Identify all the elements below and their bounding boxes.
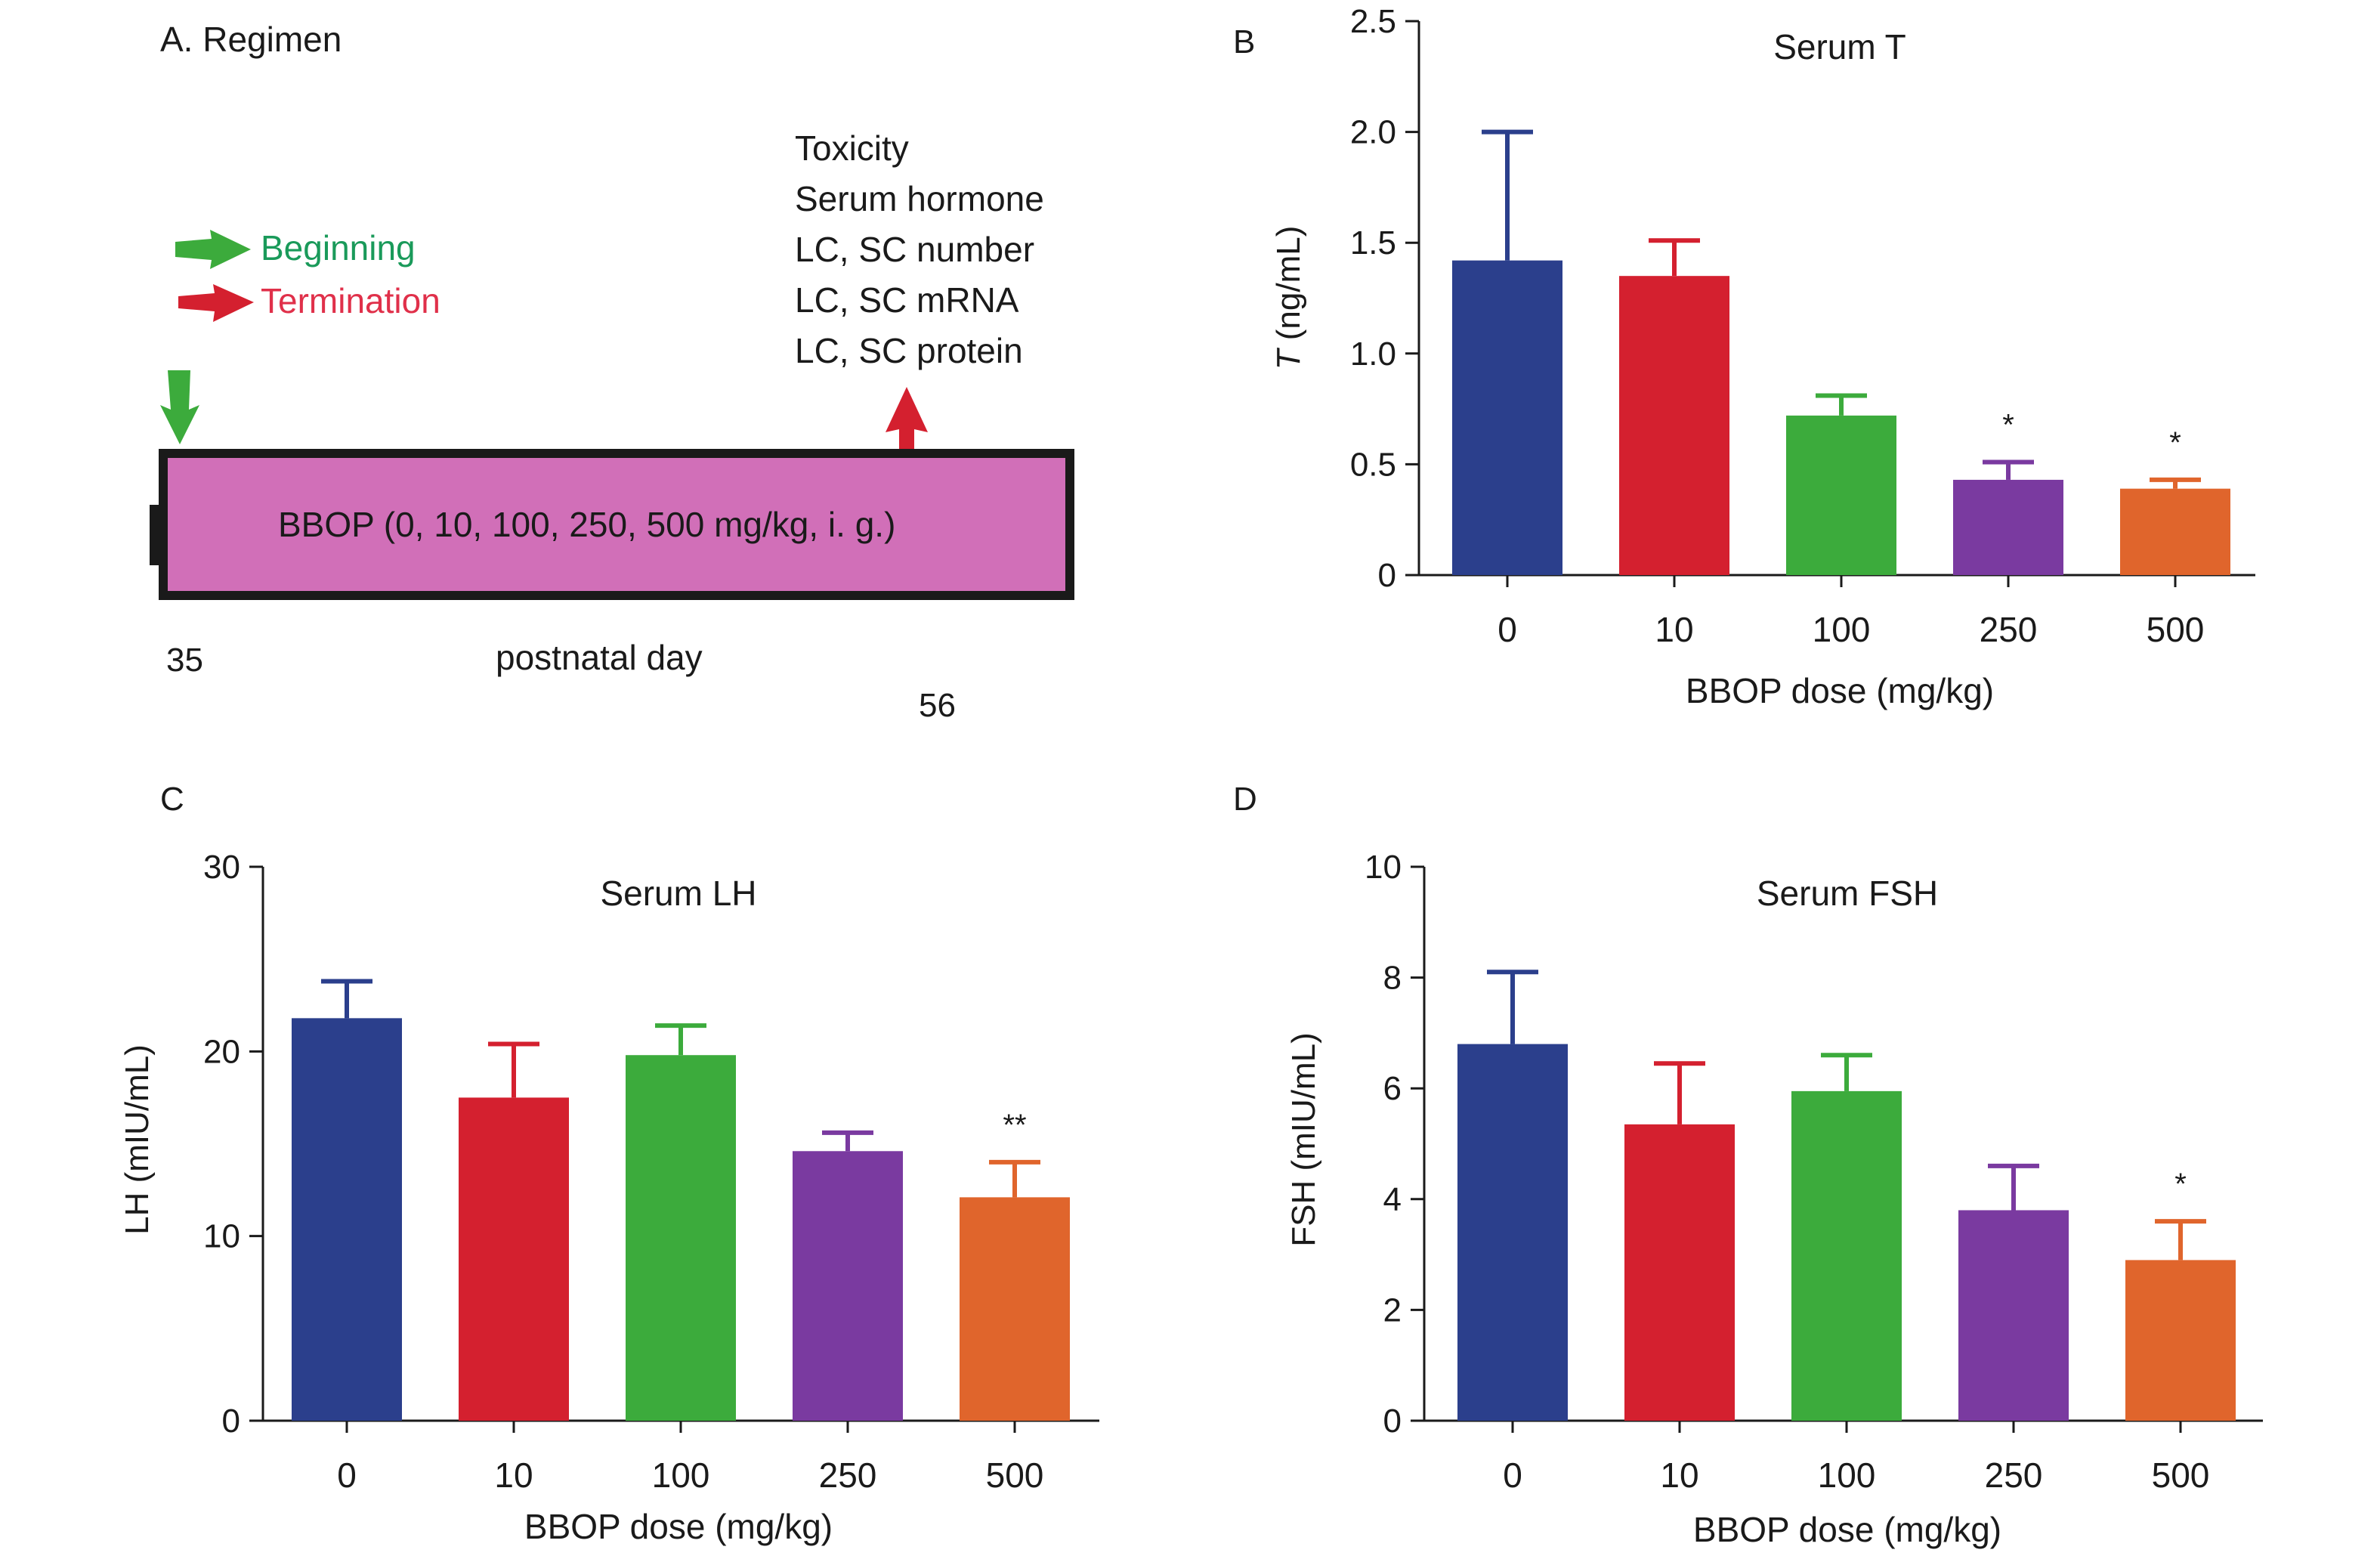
- x-tick-label: 100: [652, 1455, 710, 1495]
- significance-marker: *: [2002, 408, 2014, 441]
- x-axis-label: BBOP dose (mg/kg): [1686, 671, 1994, 710]
- plot-area-serum-t: 0 0.5 1.0 1.5 2.0 2.5 0 10 100 * 250 * 500: [1350, 3, 2255, 649]
- x-tick-label: 500: [986, 1455, 1044, 1495]
- y-tick-label: 4: [1383, 1181, 1402, 1218]
- timeline-start-tick: [150, 505, 160, 565]
- panel-d: D Serum FSH FSH (mIU/mL) BBOP dose (mg/k…: [1233, 781, 2263, 1549]
- significance-marker: *: [2169, 426, 2181, 459]
- x-tick-label: 500: [2147, 610, 2205, 649]
- day-axis-label: postnatal day: [496, 638, 703, 677]
- y-tick-label: 2.5: [1350, 3, 1396, 40]
- y-axis-label-italic: T: [1270, 347, 1307, 370]
- green-arrow-right-icon: [175, 230, 251, 269]
- y-tick-label: 1.0: [1350, 336, 1396, 373]
- y-tick-label: 1.5: [1350, 224, 1396, 261]
- endpoint-item: LC, SC number: [795, 230, 1034, 269]
- y-axis-label: FSH (mIU/mL): [1285, 1032, 1322, 1247]
- bar-dose-10: [1624, 1124, 1735, 1421]
- y-axis-label-unit: FSH (mIU/mL): [1285, 1032, 1322, 1247]
- x-tick-label: 10: [1655, 610, 1693, 649]
- x-tick-label: 0: [337, 1455, 357, 1495]
- panel-b-label: B: [1233, 23, 1255, 60]
- x-tick-label: 0: [1503, 1455, 1522, 1495]
- y-tick-label: 0.5: [1350, 446, 1396, 483]
- y-axis-label-unit: (ng/mL): [1270, 226, 1307, 350]
- endpoint-item: LC, SC protein: [795, 331, 1023, 370]
- y-tick-label: 8: [1383, 960, 1402, 997]
- y-tick-label: 2.0: [1350, 114, 1396, 151]
- bar-dose-250: [1958, 1210, 2069, 1421]
- end-arrow-up-icon: [886, 387, 928, 450]
- red-arrow-right-icon: [178, 284, 254, 322]
- y-axis-label: T (ng/mL): [1270, 226, 1307, 370]
- bar-dose-500: [2120, 488, 2230, 575]
- significance-marker: *: [2174, 1168, 2187, 1201]
- regimen-bar-label: BBOP (0, 10, 100, 250, 500 mg/kg, i. g.): [278, 505, 895, 544]
- endpoint-item: Toxicity: [795, 128, 909, 168]
- bar-dose-500: [2125, 1260, 2236, 1421]
- bar-dose-250: [793, 1151, 903, 1421]
- x-tick-label: 10: [1660, 1455, 1698, 1495]
- x-tick-label: 100: [1818, 1455, 1876, 1495]
- y-tick-label: 0: [222, 1403, 240, 1440]
- x-axis-label: BBOP dose (mg/kg): [524, 1507, 833, 1546]
- bar-dose-10: [459, 1097, 569, 1421]
- x-tick-label: 250: [1985, 1455, 2043, 1495]
- y-axis-label-unit: LH (mIU/mL): [119, 1044, 156, 1235]
- bar-dose-0: [292, 1018, 402, 1421]
- day-end-label: 56: [919, 687, 956, 724]
- panel-c: C Serum LH LH (mIU/mL) BBOP dose (mg/kg)…: [119, 781, 1099, 1546]
- bar-dose-0: [1452, 260, 1562, 575]
- chart-title: Serum T: [1773, 27, 1906, 67]
- panel-b: B Serum T T (ng/mL) BBOP dose (mg/kg) 00…: [1233, 3, 2255, 710]
- endpoint-item: LC, SC mRNA: [795, 280, 1019, 320]
- panel-d-label: D: [1233, 781, 1257, 818]
- legend-termination-label: Termination: [261, 281, 440, 320]
- bar-dose-250: [1953, 479, 2063, 575]
- y-tick-label: 6: [1383, 1070, 1402, 1107]
- day-start-label: 35: [166, 642, 203, 679]
- bar-dose-10: [1619, 276, 1729, 575]
- bar-dose-500: [960, 1197, 1070, 1421]
- y-tick-label: 20: [203, 1033, 240, 1070]
- y-tick-label: 2: [1383, 1291, 1402, 1329]
- y-axis-label: LH (mIU/mL): [119, 1044, 156, 1235]
- x-tick-label: 0: [1498, 610, 1517, 649]
- y-tick-label: 10: [203, 1218, 240, 1255]
- legend-beginning-label: Beginning: [261, 228, 416, 268]
- y-tick-label: 0: [1378, 557, 1396, 594]
- endpoint-list: Toxicity Serum hormone LC, SC number LC,…: [795, 128, 1044, 370]
- y-tick-label: 10: [1365, 849, 1402, 886]
- x-tick-label: 100: [1813, 610, 1871, 649]
- x-tick-label: 250: [1980, 610, 2038, 649]
- regimen-bar: [159, 449, 1074, 600]
- panel-a-regimen: A. Regimen Beginning Termination Toxicit…: [150, 20, 1074, 724]
- bar-dose-100: [1786, 415, 1896, 575]
- significance-marker: **: [1003, 1109, 1026, 1142]
- bar-dose-100: [626, 1055, 736, 1421]
- bar-dose-100: [1791, 1090, 1902, 1421]
- legend-termination: Termination: [178, 281, 440, 322]
- x-tick-label: 250: [819, 1455, 877, 1495]
- y-tick-label: 0: [1383, 1403, 1402, 1440]
- y-tick-label: 30: [203, 849, 240, 886]
- x-axis-label: BBOP dose (mg/kg): [1693, 1510, 2001, 1549]
- chart-title: Serum LH: [600, 874, 756, 913]
- x-tick-label: 10: [494, 1455, 533, 1495]
- panel-c-label: C: [160, 781, 184, 818]
- start-arrow-down-icon: [160, 370, 199, 444]
- plot-area-serum-lh: 0 10 20 30 0 10 100 250 ** 500: [203, 849, 1099, 1495]
- chart-title: Serum FSH: [1757, 874, 1938, 913]
- panel-a-label: A. Regimen: [160, 20, 342, 59]
- legend-beginning: Beginning: [175, 228, 416, 269]
- x-tick-label: 500: [2152, 1455, 2210, 1495]
- bar-dose-0: [1457, 1044, 1568, 1421]
- endpoint-item: Serum hormone: [795, 179, 1044, 218]
